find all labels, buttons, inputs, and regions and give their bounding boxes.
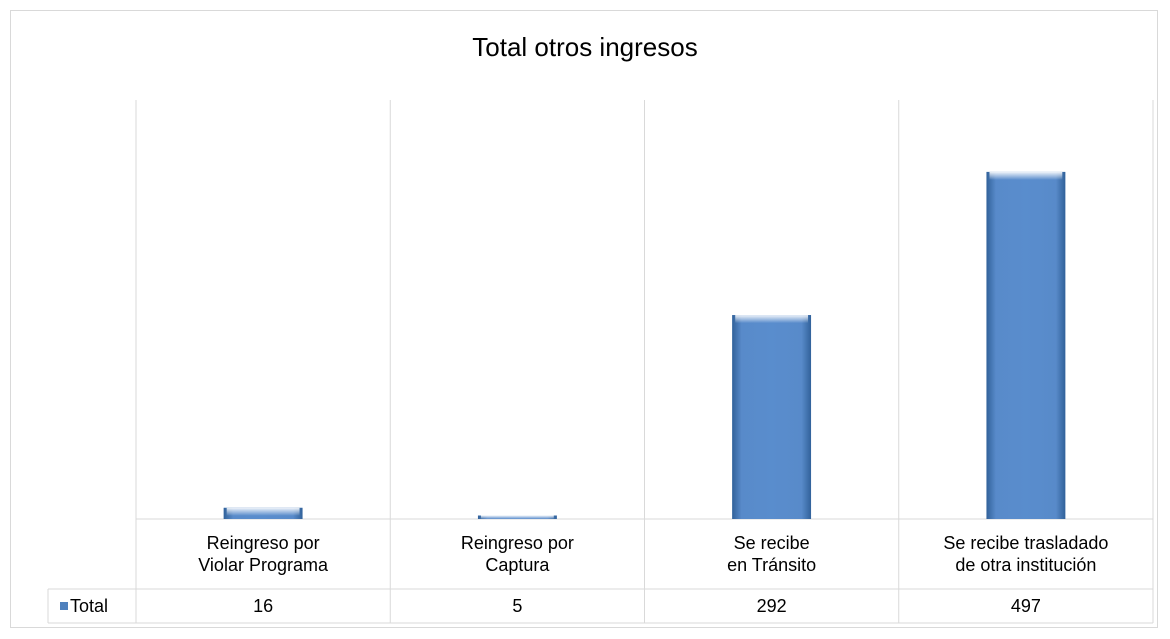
chart-frame	[10, 10, 1158, 628]
legend-label: Total	[70, 596, 109, 616]
table-value: 16	[253, 596, 274, 616]
bar	[986, 171, 1066, 519]
x-tick-label: Se recibe en Tránsito	[727, 533, 817, 575]
bar	[732, 315, 812, 519]
table-value: 5	[512, 596, 523, 616]
x-tick-label: Reingreso por Violar Programa	[198, 533, 328, 575]
table-value: 292	[756, 596, 787, 616]
x-tick-label: Se recibe trasladado de otra institución	[943, 533, 1109, 575]
table-value: 497	[1010, 596, 1041, 616]
bar	[223, 507, 303, 519]
x-tick-label: Reingreso por Captura	[460, 533, 574, 575]
legend-marker	[60, 602, 68, 610]
bar	[477, 515, 557, 519]
chart-title: Total otros ingresos	[472, 32, 698, 62]
